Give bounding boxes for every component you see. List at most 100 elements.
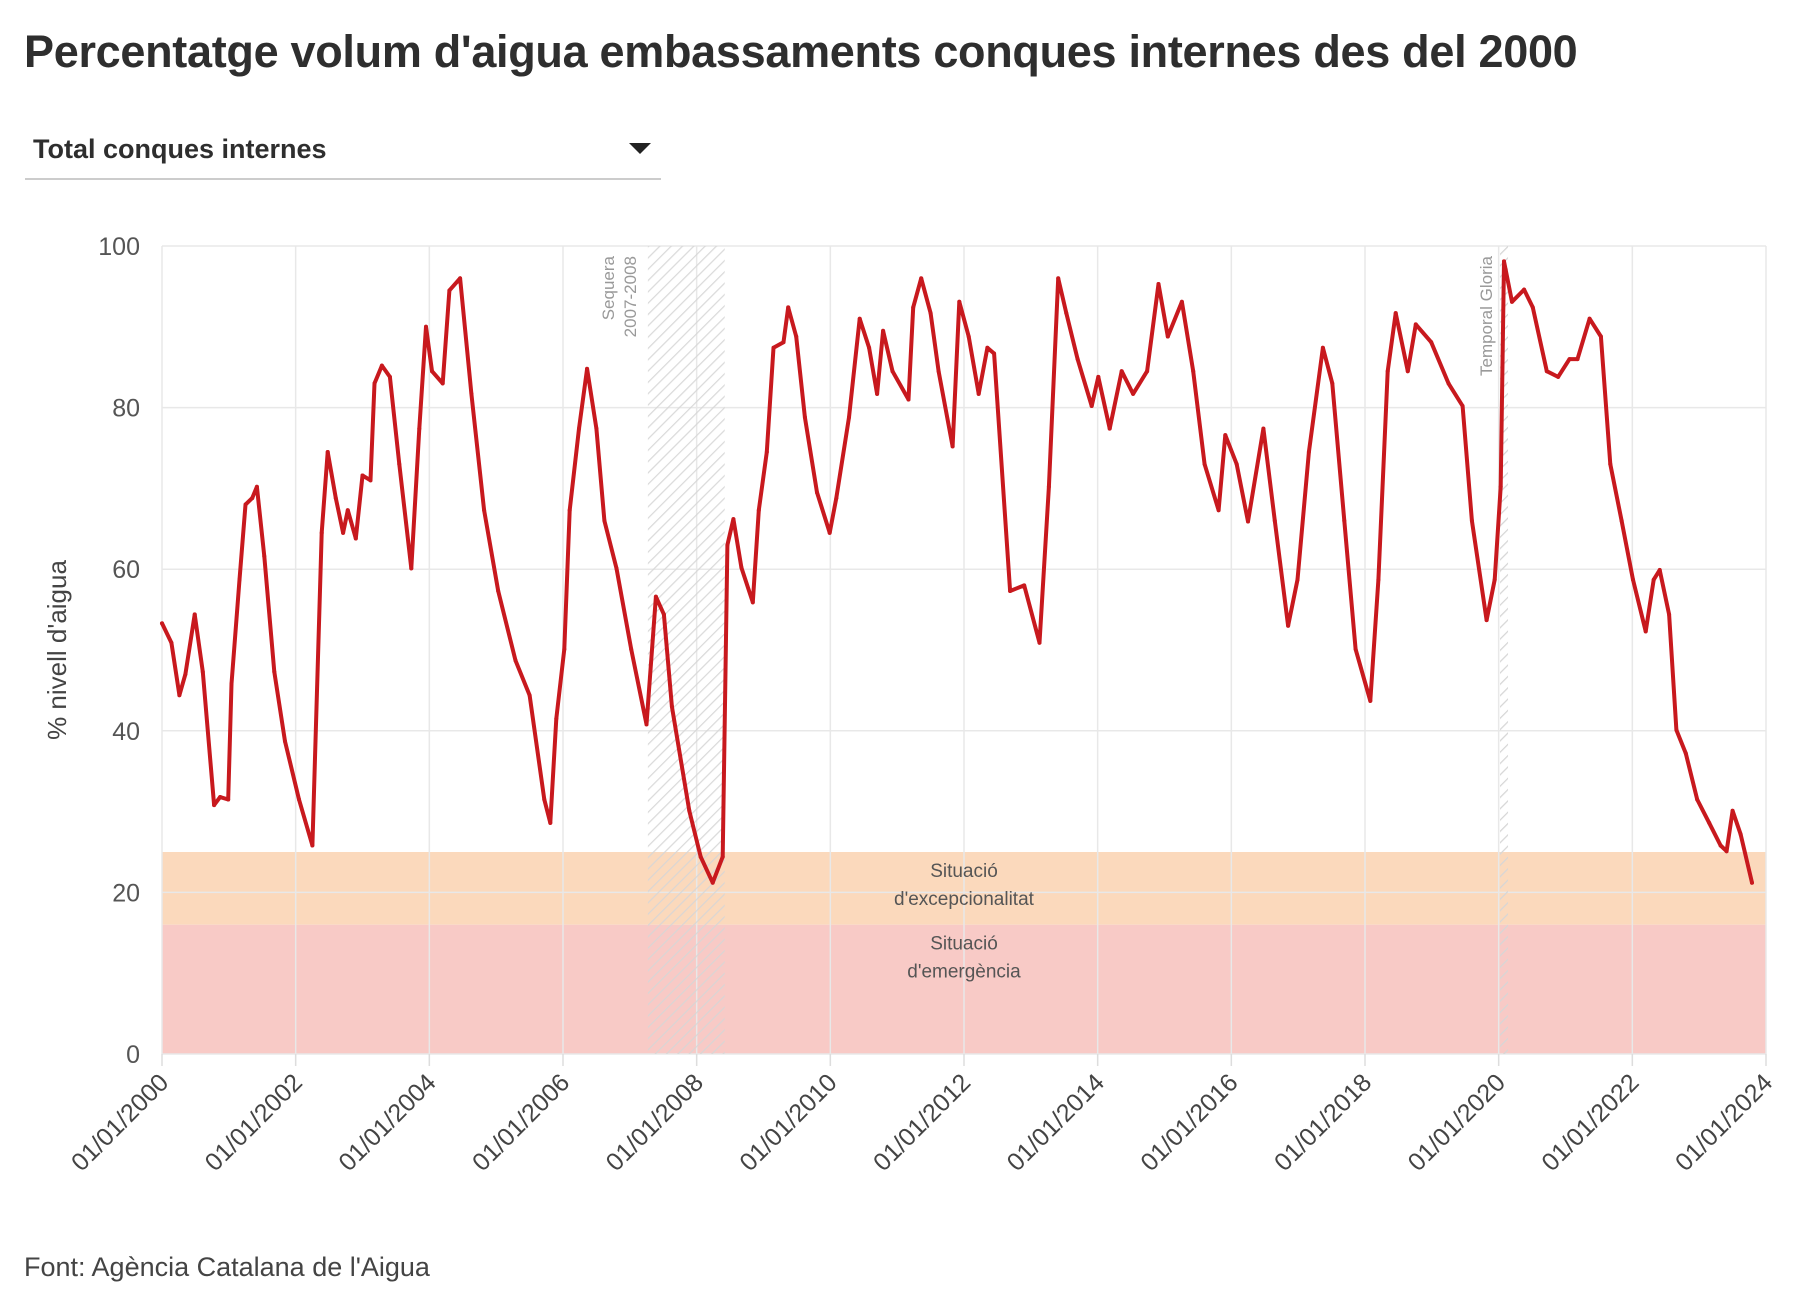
data-point bbox=[1631, 577, 1636, 582]
data-point bbox=[1460, 403, 1465, 408]
annotation-label-temporal-gloria: Temporal Gloria bbox=[1477, 255, 1496, 376]
data-point bbox=[687, 808, 692, 813]
data-point bbox=[1657, 568, 1662, 573]
x-tick-label: 01/01/2014 bbox=[1002, 1068, 1110, 1176]
y-tick-label: 60 bbox=[112, 556, 140, 584]
data-point bbox=[976, 391, 981, 396]
data-point bbox=[1598, 334, 1603, 339]
data-point bbox=[1619, 518, 1624, 523]
data-point bbox=[881, 328, 886, 333]
data-point bbox=[906, 397, 911, 402]
data-point bbox=[1446, 381, 1451, 386]
data-point bbox=[1368, 698, 1373, 703]
band-label-excepcionalitat: Situació bbox=[930, 861, 998, 882]
data-point bbox=[867, 345, 872, 350]
data-point bbox=[1107, 426, 1112, 431]
data-point bbox=[372, 381, 377, 386]
data-point bbox=[802, 415, 807, 420]
data-point bbox=[1056, 276, 1061, 281]
data-point bbox=[1724, 849, 1729, 854]
x-tick-label: 01/01/2000 bbox=[66, 1068, 174, 1176]
data-point bbox=[725, 542, 730, 547]
dropdown-selected-value: Total conques internes bbox=[33, 134, 327, 164]
data-point bbox=[1707, 820, 1712, 825]
x-tick-label: 01/01/2008 bbox=[601, 1068, 709, 1176]
data-point bbox=[379, 363, 384, 368]
data-point bbox=[496, 589, 501, 594]
data-point bbox=[447, 288, 452, 293]
data-point bbox=[183, 672, 188, 677]
data-point bbox=[458, 276, 463, 281]
data-point bbox=[1492, 577, 1497, 582]
data-point bbox=[567, 508, 572, 513]
data-point bbox=[661, 612, 666, 617]
data-point bbox=[1022, 583, 1027, 588]
data-point bbox=[985, 345, 990, 350]
x-tick-label: 01/01/2016 bbox=[1135, 1068, 1243, 1176]
data-point bbox=[814, 490, 819, 495]
data-point bbox=[200, 669, 205, 674]
data-point bbox=[1749, 880, 1754, 885]
x-tick-label: 01/01/2010 bbox=[734, 1068, 842, 1176]
data-point bbox=[254, 484, 259, 489]
data-point bbox=[1261, 426, 1266, 431]
data-point bbox=[237, 577, 242, 582]
x-tick-label: 01/01/2018 bbox=[1269, 1068, 1377, 1176]
data-point bbox=[919, 276, 924, 281]
data-point bbox=[218, 795, 223, 800]
data-point bbox=[1667, 612, 1672, 617]
data-point bbox=[1608, 462, 1613, 467]
data-point bbox=[577, 426, 582, 431]
data-point bbox=[1469, 518, 1474, 523]
annotations: Sequera 2007-2008 Temporal Gloria bbox=[599, 246, 1509, 1054]
data-point bbox=[1145, 369, 1150, 374]
series-layer bbox=[160, 259, 1754, 885]
data-point bbox=[794, 334, 799, 339]
data-point bbox=[1216, 508, 1221, 513]
data-point bbox=[1522, 287, 1527, 292]
data-point bbox=[542, 797, 547, 802]
data-point bbox=[353, 536, 358, 541]
data-point bbox=[1320, 345, 1325, 350]
data-point bbox=[1405, 369, 1410, 374]
data-point bbox=[1234, 462, 1239, 467]
data-point bbox=[169, 640, 174, 645]
data-point bbox=[423, 324, 428, 329]
basin-select-dropdown[interactable]: Total conques internes bbox=[25, 126, 661, 180]
data-point bbox=[333, 496, 338, 501]
data-point bbox=[1008, 589, 1013, 594]
data-point bbox=[1498, 484, 1503, 489]
data-point bbox=[957, 299, 962, 304]
data-point bbox=[602, 518, 607, 523]
data-point bbox=[417, 426, 422, 431]
data-point bbox=[629, 647, 634, 652]
triangle-down-icon[interactable] bbox=[629, 143, 651, 154]
data-point bbox=[513, 658, 518, 663]
data-point bbox=[1191, 369, 1196, 374]
data-point bbox=[585, 366, 590, 371]
data-point bbox=[1330, 381, 1335, 386]
data-point bbox=[554, 716, 559, 721]
data-point bbox=[1544, 369, 1549, 374]
data-point bbox=[272, 669, 277, 674]
data-point bbox=[1165, 334, 1170, 339]
data-point bbox=[1738, 832, 1743, 837]
data-point bbox=[875, 391, 880, 396]
y-tick-label: 0 bbox=[126, 1041, 140, 1069]
x-tick-label: 01/01/2002 bbox=[200, 1068, 308, 1176]
data-point bbox=[1156, 281, 1161, 286]
band-label-emergencia: d'emergència bbox=[907, 962, 1021, 983]
data-point bbox=[409, 566, 414, 571]
data-point bbox=[1385, 369, 1390, 374]
data-point bbox=[781, 340, 786, 345]
data-point bbox=[710, 880, 715, 885]
data-point bbox=[1202, 462, 1207, 467]
data-point bbox=[1286, 623, 1291, 628]
y-axis-label: % nivell d'aigua bbox=[42, 560, 72, 740]
data-point bbox=[310, 843, 315, 848]
data-point bbox=[1179, 299, 1184, 304]
data-point bbox=[1718, 843, 1723, 848]
data-point bbox=[764, 450, 769, 455]
data-point bbox=[1075, 357, 1080, 362]
data-point bbox=[482, 508, 487, 513]
